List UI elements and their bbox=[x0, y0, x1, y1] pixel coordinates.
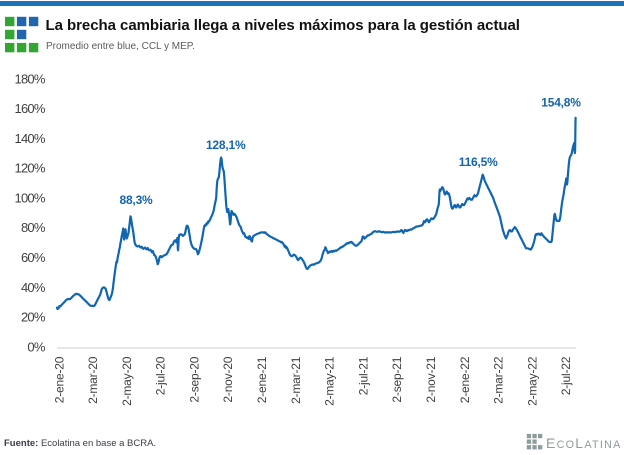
svg-text:140%: 140% bbox=[15, 131, 46, 146]
svg-text:2-mar-21: 2-mar-21 bbox=[289, 356, 303, 404]
svg-text:2-jul-21: 2-jul-21 bbox=[356, 356, 370, 395]
svg-text:154,8%: 154,8% bbox=[541, 96, 581, 110]
svg-text:2-jul-22: 2-jul-22 bbox=[559, 356, 573, 395]
svg-text:2-jul-20: 2-jul-20 bbox=[154, 356, 168, 395]
svg-text:2-nov-20: 2-nov-20 bbox=[221, 356, 235, 402]
svg-text:80%: 80% bbox=[21, 220, 46, 235]
svg-text:2-sep-20: 2-sep-20 bbox=[188, 356, 202, 402]
svg-text:160%: 160% bbox=[15, 101, 46, 116]
svg-text:20%: 20% bbox=[21, 310, 46, 325]
svg-text:60%: 60% bbox=[21, 250, 46, 265]
svg-text:2-mar-20: 2-mar-20 bbox=[86, 356, 100, 404]
svg-text:100%: 100% bbox=[15, 191, 46, 206]
svg-text:2-ene-21: 2-ene-21 bbox=[255, 356, 269, 403]
svg-text:120%: 120% bbox=[15, 161, 46, 176]
svg-text:0%: 0% bbox=[27, 339, 45, 354]
svg-text:2-sep-21: 2-sep-21 bbox=[390, 356, 404, 402]
svg-text:88,3%: 88,3% bbox=[119, 193, 153, 207]
svg-text:2-may-22: 2-may-22 bbox=[525, 356, 539, 406]
svg-text:2-ene-22: 2-ene-22 bbox=[458, 356, 472, 403]
svg-text:2-may-21: 2-may-21 bbox=[323, 356, 337, 406]
svg-text:2-ene-20: 2-ene-20 bbox=[52, 356, 66, 403]
svg-text:2-mar-22: 2-mar-22 bbox=[492, 356, 506, 404]
svg-text:40%: 40% bbox=[21, 280, 46, 295]
svg-text:128,1%: 128,1% bbox=[206, 138, 246, 152]
svg-text:2-nov-21: 2-nov-21 bbox=[424, 356, 438, 402]
svg-text:2-may-20: 2-may-20 bbox=[120, 356, 134, 406]
svg-text:116,5%: 116,5% bbox=[459, 155, 498, 169]
svg-text:180%: 180% bbox=[15, 71, 46, 86]
